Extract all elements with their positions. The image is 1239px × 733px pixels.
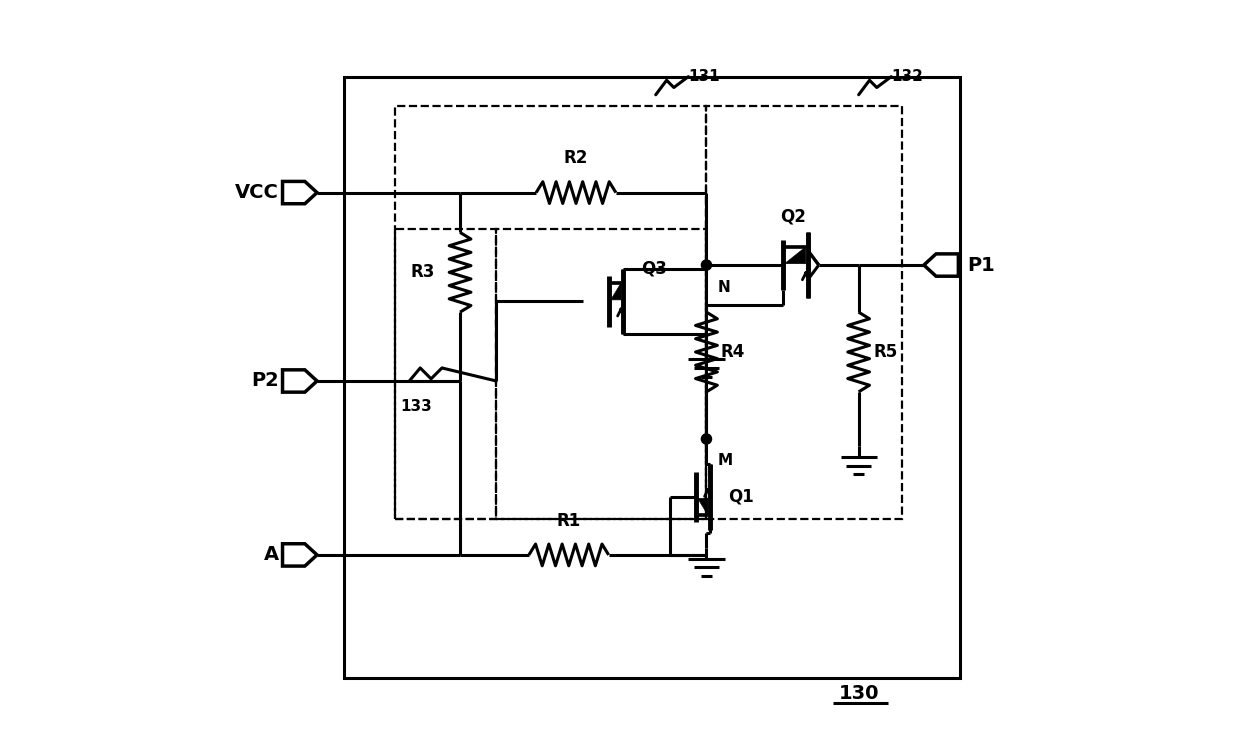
Bar <box>344 77 960 678</box>
Circle shape <box>701 434 711 444</box>
Text: Q2: Q2 <box>781 207 807 225</box>
Text: R1: R1 <box>556 512 581 529</box>
Text: 130: 130 <box>839 685 878 704</box>
Polygon shape <box>698 498 707 515</box>
Polygon shape <box>611 283 621 300</box>
Text: R5: R5 <box>873 343 897 361</box>
Text: R3: R3 <box>410 263 435 281</box>
Bar <box>395 106 706 519</box>
Text: R2: R2 <box>564 150 589 167</box>
Bar <box>395 229 497 519</box>
Text: VCC: VCC <box>235 183 279 202</box>
Text: 132: 132 <box>891 69 923 84</box>
Text: R4: R4 <box>721 343 746 361</box>
Text: 131: 131 <box>689 69 720 84</box>
Circle shape <box>701 260 711 270</box>
Text: 133: 133 <box>400 399 432 414</box>
Bar <box>706 106 902 519</box>
Text: N: N <box>717 279 730 295</box>
Text: Q1: Q1 <box>729 488 755 506</box>
Text: Q3: Q3 <box>642 259 667 278</box>
Bar <box>497 229 706 519</box>
Text: A: A <box>264 545 279 564</box>
Text: M: M <box>717 454 732 468</box>
Polygon shape <box>784 247 805 264</box>
Text: P2: P2 <box>252 372 279 391</box>
Text: P1: P1 <box>968 256 995 275</box>
